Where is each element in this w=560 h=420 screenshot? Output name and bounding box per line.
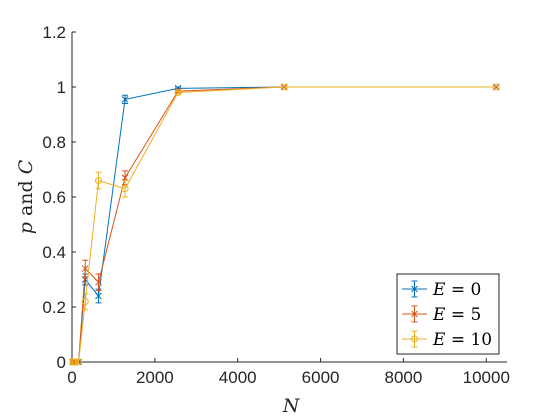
data-point	[95, 292, 102, 300]
data-point	[95, 177, 103, 184]
axes: 0 2000 4000 6000 8000 10000 0 0.2 0.4 0.6 0.8 1 1.2	[42, 23, 510, 387]
y-tick-label: 1.2	[42, 23, 66, 42]
data-point	[121, 185, 129, 193]
data-point	[121, 174, 129, 182]
marker-stroke	[121, 174, 129, 182]
data-point	[280, 83, 288, 91]
legend-label-var: E	[432, 280, 446, 300]
y-axis-label-var2: C	[15, 159, 37, 174]
legend: E = 0E = 5E = 10	[396, 273, 500, 355]
marker-stroke	[95, 278, 102, 286]
series-2	[69, 83, 500, 366]
legend-label: E = 0	[432, 280, 481, 300]
x-tick-label: 8000	[385, 368, 423, 387]
legend-label: E = 5	[432, 305, 481, 325]
y-tick-label: 0	[57, 353, 66, 372]
y-tick-label: 0.4	[42, 243, 66, 262]
series-line	[72, 86, 497, 363]
x-tick-label: 4000	[219, 368, 257, 387]
y-axis-label: p and C	[15, 159, 37, 234]
legend-marker	[411, 310, 418, 318]
legend-entry: E = 10	[402, 330, 492, 350]
data-point	[95, 278, 102, 286]
legend-label-value: = 10	[445, 330, 492, 350]
marker-stroke	[411, 310, 418, 318]
data-point	[71, 358, 79, 366]
x-tick-label: 10000	[463, 368, 510, 387]
marker-stroke	[81, 276, 89, 283]
legend-entry: E = 5	[402, 305, 481, 325]
legend-label: E = 10	[432, 330, 492, 350]
x-tick-label: 6000	[302, 368, 340, 387]
x-tick-label: 2000	[136, 368, 174, 387]
y-axis-label-conjunction: and	[15, 174, 37, 222]
marker-stroke	[121, 96, 129, 103]
data-point	[75, 358, 83, 366]
y-tick-label: 0.2	[42, 298, 66, 317]
x-axis-label: N	[282, 395, 301, 417]
data-point	[121, 96, 129, 103]
marker-stroke	[81, 265, 89, 272]
x-tick-label: 0	[67, 368, 76, 387]
legend-entry: E = 0	[402, 280, 481, 300]
y-axis-label-var: p	[15, 222, 37, 234]
legend-label-var: E	[432, 330, 446, 350]
legend-label-value: = 5	[445, 305, 481, 325]
error-bar	[82, 292, 89, 311]
legend-label-value: = 0	[445, 280, 481, 300]
legend-marker	[411, 335, 418, 343]
error-bar	[95, 171, 102, 190]
data-point	[174, 89, 182, 96]
error-bar	[175, 90, 182, 95]
data-point	[81, 298, 89, 305]
error-bar	[122, 180, 129, 198]
data-point	[492, 83, 500, 91]
legend-marker	[411, 285, 418, 293]
series-layer	[69, 83, 500, 366]
marker-stroke	[411, 285, 418, 293]
data-point	[81, 265, 89, 272]
y-tick-label: 0.6	[42, 188, 66, 207]
marker-stroke	[95, 292, 102, 300]
legend-label-var: E	[432, 305, 446, 325]
y-tick-label: 0.8	[42, 133, 66, 152]
y-tick-label: 1	[57, 78, 66, 97]
